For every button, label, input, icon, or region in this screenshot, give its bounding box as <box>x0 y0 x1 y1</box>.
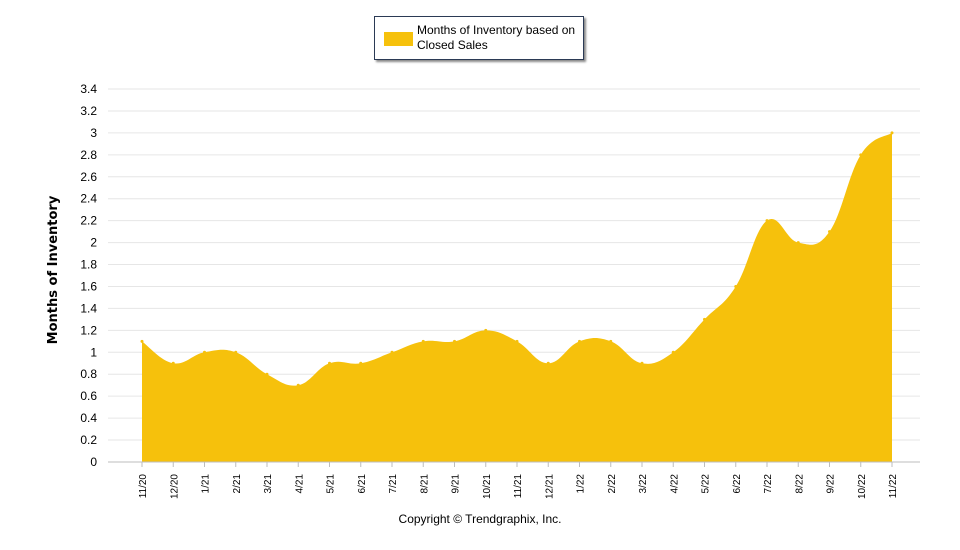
y-tick-label: 0.6 <box>80 389 97 403</box>
x-tick-label: 5/21 <box>326 474 337 494</box>
x-tick-label: 6/22 <box>732 474 743 494</box>
data-point <box>890 131 894 135</box>
x-tick-label: 1/22 <box>576 474 587 494</box>
x-tick-label: 11/22 <box>888 474 899 499</box>
data-point <box>765 219 769 223</box>
data-point <box>421 339 425 343</box>
y-tick-label: 0.8 <box>80 367 97 381</box>
data-point <box>671 350 675 354</box>
y-tick-label: 1 <box>90 345 97 359</box>
y-tick-label: 2 <box>90 236 97 250</box>
data-point <box>140 339 144 343</box>
y-tick-label: 2.8 <box>80 148 97 162</box>
data-point <box>203 350 206 354</box>
x-tick-label: 2/21 <box>232 474 243 494</box>
x-tick-label: 2/22 <box>607 474 618 494</box>
y-tick-label: 0.2 <box>80 433 97 447</box>
y-axis-ticks: 0 0.2 0.4 0.6 0.8 1 1.2 1.4 1.6 1.8 2 2.2 2.4 2.6 2.8 3… <box>80 82 97 469</box>
y-tick-label: 2.6 <box>80 170 97 184</box>
data-point <box>453 339 456 343</box>
y-tick-label: 2.4 <box>80 192 97 206</box>
data-point <box>703 317 706 321</box>
x-tick-label: 4/21 <box>294 474 305 494</box>
data-point <box>859 153 863 157</box>
data-point <box>609 339 613 343</box>
data-point <box>390 350 394 354</box>
y-tick-label: 2.2 <box>80 214 97 228</box>
copyright-text: Copyright © Trendgraphix, Inc. <box>398 512 562 526</box>
x-tick-label: 9/22 <box>826 474 837 494</box>
y-tick-label: 0 <box>90 455 97 469</box>
data-point <box>578 339 581 343</box>
y-tick-label: 1.4 <box>80 301 97 315</box>
data-point <box>234 350 238 354</box>
x-tick-label: 3/22 <box>638 474 649 494</box>
y-tick-label: 1.2 <box>80 323 97 337</box>
x-tick-label: 12/20 <box>169 474 180 499</box>
series-area-layer <box>140 131 894 462</box>
y-axis-label: Months of Inventory <box>46 195 61 345</box>
legend-swatch <box>384 32 413 46</box>
data-point <box>328 361 331 365</box>
y-tick-label: 3.2 <box>80 104 97 118</box>
x-tick-label: 1/21 <box>201 474 212 494</box>
x-tick-label: 11/20 <box>138 474 149 499</box>
data-point <box>359 361 363 365</box>
y-tick-label: 0.4 <box>80 411 97 425</box>
data-point <box>296 383 300 387</box>
data-point <box>734 284 738 288</box>
data-point <box>484 328 488 332</box>
x-tick-label: 4/22 <box>669 474 680 494</box>
data-point <box>828 230 831 234</box>
data-point <box>171 361 175 365</box>
data-point <box>796 241 800 245</box>
x-tick-label: 8/22 <box>794 474 805 494</box>
y-tick-label: 3.4 <box>80 82 97 96</box>
y-tick-label: 1.8 <box>80 258 97 272</box>
x-tick-label: 12/21 <box>544 474 555 499</box>
legend: Months of Inventory based on Closed Sale… <box>374 16 584 60</box>
data-point <box>546 361 550 365</box>
data-point <box>515 339 519 343</box>
legend-label: Months of Inventory based on Closed Sale… <box>417 23 576 52</box>
x-tick-label: 5/22 <box>701 474 712 494</box>
x-tick-label: 7/21 <box>388 474 399 494</box>
x-tick-label: 3/21 <box>263 474 274 494</box>
data-point <box>640 361 644 365</box>
x-axis-ticks: 11/20 12/20 1/21 2/21 3/21 4/21 5/21 6/21 7/21 8/… <box>138 462 899 499</box>
x-tick-label: 6/21 <box>357 474 368 494</box>
x-tick-label: 8/21 <box>419 474 430 494</box>
series-area <box>142 132 892 462</box>
x-tick-label: 9/21 <box>451 474 462 494</box>
x-tick-label: 10/21 <box>482 474 493 499</box>
grid-lines <box>108 88 920 441</box>
x-tick-label: 7/22 <box>763 474 774 494</box>
y-tick-label: 1.6 <box>80 279 97 293</box>
data-point <box>265 372 269 376</box>
x-tick-label: 10/22 <box>857 474 868 499</box>
x-tick-label: 11/21 <box>513 474 524 499</box>
y-tick-label: 3 <box>90 126 97 140</box>
